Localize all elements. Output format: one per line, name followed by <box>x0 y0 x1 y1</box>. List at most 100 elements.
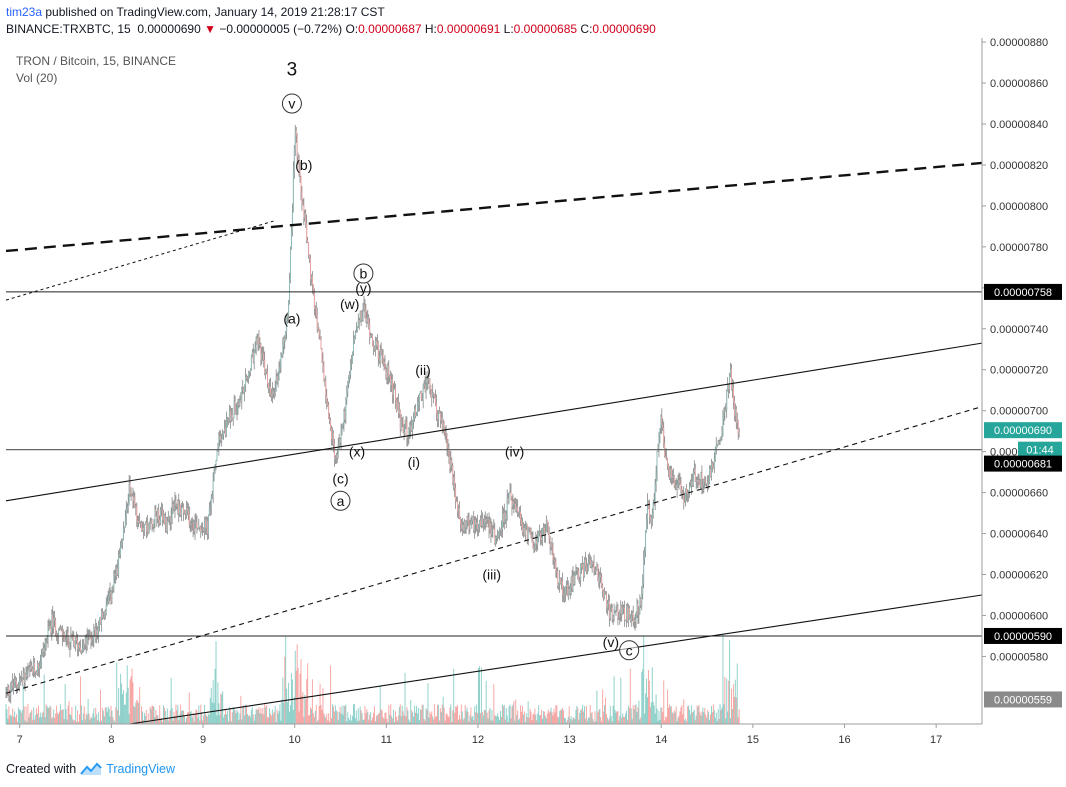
volume-bar <box>67 705 69 724</box>
volume-bar <box>16 714 18 724</box>
candle-body <box>37 663 39 674</box>
candle-body <box>131 495 133 497</box>
volume-bar <box>93 708 95 724</box>
volume-bar <box>45 704 47 724</box>
candle-body <box>116 568 118 576</box>
volume-bar <box>39 712 41 724</box>
candle-body <box>311 276 313 286</box>
candle-body <box>408 430 410 436</box>
price-tag-line <box>984 627 1062 644</box>
tradingview-link[interactable]: TradingView <box>106 762 175 776</box>
candle-body <box>345 400 347 420</box>
candle-body <box>184 510 186 513</box>
volume-bar <box>371 720 373 724</box>
author-link[interactable]: tim23a <box>6 5 43 19</box>
volume-bar <box>32 719 34 724</box>
candle-body <box>67 632 69 644</box>
volume-bar <box>178 720 180 724</box>
volume-bar <box>179 713 181 724</box>
volume-bar <box>419 709 421 724</box>
volume-bar <box>599 708 601 724</box>
volume-bar <box>647 670 649 724</box>
volume-bar <box>559 710 561 724</box>
volume-bar <box>677 717 679 724</box>
candle-body <box>81 648 83 651</box>
candle-body <box>625 619 627 621</box>
candle-body <box>591 561 593 564</box>
candle-body <box>500 528 502 530</box>
candle-body <box>296 135 298 158</box>
candle-body <box>535 540 537 549</box>
wave-label: (c) <box>332 470 348 486</box>
candle-body <box>735 409 737 424</box>
volume-bar <box>245 704 247 724</box>
volume-bar <box>444 720 446 724</box>
volume-bar <box>34 719 36 724</box>
volume-bar <box>433 719 435 724</box>
volume-bar <box>128 714 130 724</box>
candle-body <box>53 618 55 628</box>
volume-bar <box>66 719 68 724</box>
candle-body <box>650 517 652 523</box>
volume-bar <box>545 718 547 724</box>
candle-body <box>190 523 192 525</box>
candle-body <box>575 569 577 575</box>
candle-body <box>234 401 236 415</box>
volume-bar <box>457 705 459 724</box>
volume-bar <box>314 710 316 724</box>
volume-bar <box>316 721 318 724</box>
candle-body <box>228 410 230 421</box>
volume-bar <box>424 720 426 724</box>
volume-bar <box>239 713 241 724</box>
candle-body <box>112 589 114 590</box>
volume-bar <box>432 716 434 724</box>
volume-bar <box>58 711 60 724</box>
volume-bar <box>272 713 274 724</box>
candle-body <box>208 507 210 515</box>
volume-bar <box>614 709 616 724</box>
candle-body <box>43 647 45 652</box>
candle-body <box>301 191 303 202</box>
volume-bar <box>191 717 193 724</box>
volume-bar <box>567 716 569 724</box>
volume-bar <box>602 689 604 724</box>
volume-bar <box>172 720 174 724</box>
volume-bar <box>73 720 75 724</box>
candle-body <box>162 510 164 520</box>
volume-bar <box>22 685 24 724</box>
candle-body <box>668 465 670 469</box>
candle-body <box>314 308 316 310</box>
candle-body <box>399 409 401 430</box>
candle-body <box>524 526 526 535</box>
volume-bar <box>202 720 204 724</box>
candle-body <box>223 431 225 436</box>
volume-bar <box>33 707 35 724</box>
candle-body <box>10 690 12 696</box>
candle-body <box>432 392 434 398</box>
volume-bar <box>645 693 647 724</box>
candle-body <box>539 533 541 534</box>
volume-bar <box>460 704 462 724</box>
volume-bar <box>415 712 417 724</box>
volume-bar <box>44 717 46 724</box>
volume-bar <box>162 721 164 724</box>
volume-bar <box>351 720 353 724</box>
candle-body <box>315 308 317 317</box>
candle-body <box>356 326 358 331</box>
candle-body <box>351 362 353 364</box>
candle-body <box>290 232 292 250</box>
wave-label: (ii) <box>415 362 431 378</box>
volume-bar <box>169 710 171 724</box>
volume-bar <box>343 705 345 724</box>
candle-body <box>255 337 257 348</box>
volume-bar <box>620 677 622 724</box>
volume-bar <box>704 708 706 724</box>
candle-body <box>731 369 733 390</box>
volume-bar <box>184 715 186 724</box>
volume-bar <box>283 702 285 724</box>
volume-bar <box>653 705 655 724</box>
candle-body <box>595 570 597 572</box>
volume-bar <box>110 705 112 724</box>
volume-bar <box>271 709 273 724</box>
